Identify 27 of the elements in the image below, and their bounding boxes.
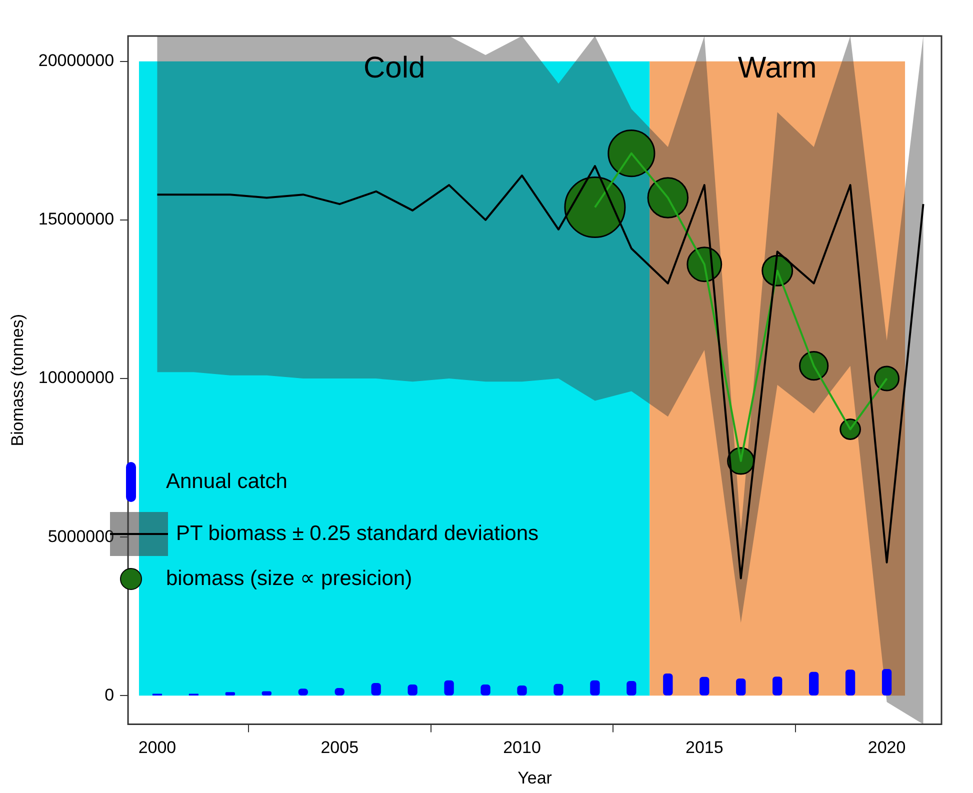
bar: [845, 670, 856, 696]
y-axis-title: Biomass (tonnes): [8, 314, 27, 446]
x-axis-title: Year: [518, 768, 552, 788]
x-tick-label: 2005: [320, 738, 359, 758]
x-tick-label: 2020: [868, 738, 906, 758]
y-tick-label: 5000000: [48, 526, 114, 546]
bar: [808, 672, 819, 696]
y-tick-label: 10000000: [38, 368, 114, 388]
band-label: Cold: [363, 52, 426, 85]
bar: [444, 680, 454, 696]
y-tick-label: 20000000: [38, 51, 114, 70]
y-tick-label: 0: [104, 685, 114, 704]
bar: [700, 676, 710, 696]
bar: [663, 673, 673, 696]
legend-label: biomass (size ∝ presicion): [166, 566, 412, 591]
x-tick-label: 2015: [685, 738, 724, 758]
bar: [626, 681, 636, 696]
bar: [590, 680, 600, 696]
bar: [736, 678, 746, 696]
bar: [772, 676, 782, 696]
legend-label: Annual catch: [166, 470, 288, 494]
x-tick-label: 2000: [138, 738, 176, 758]
band-label: Warm: [738, 52, 817, 85]
bar: [882, 669, 892, 696]
legend-label: PT biomass ± 0.25 standard deviations: [176, 522, 539, 546]
y-tick-label: 15000000: [38, 210, 114, 229]
x-tick-label: 2010: [503, 738, 541, 758]
